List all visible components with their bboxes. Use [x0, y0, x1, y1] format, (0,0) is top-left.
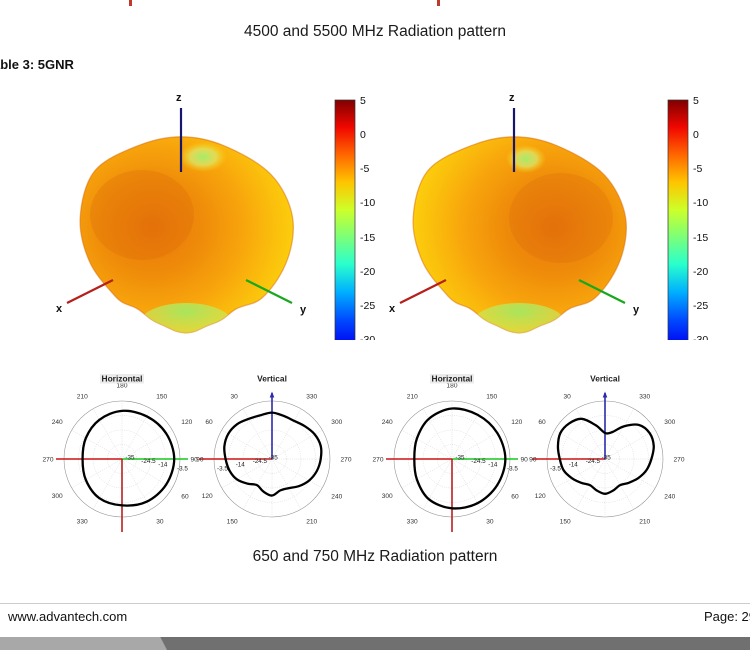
svg-text:Horizontal: Horizontal — [432, 374, 473, 384]
svg-text:Vertical: Vertical — [590, 374, 620, 384]
svg-text:330: 330 — [77, 518, 88, 525]
svg-text:-35: -35 — [269, 455, 279, 462]
svg-text:270: 270 — [42, 457, 53, 464]
svg-text:-14: -14 — [488, 462, 498, 469]
svg-text:300: 300 — [664, 419, 675, 426]
svg-text:270: 270 — [372, 457, 383, 464]
svg-text:330: 330 — [306, 394, 317, 401]
svg-text:30: 30 — [156, 518, 164, 525]
svg-text:210: 210 — [407, 394, 418, 401]
svg-text:-3.5: -3.5 — [550, 466, 561, 473]
svg-text:Horizontal: Horizontal — [102, 374, 143, 384]
svg-text:-3.5: -3.5 — [507, 466, 518, 473]
svg-text:60: 60 — [511, 493, 519, 500]
svg-text:210: 210 — [639, 518, 650, 525]
svg-text:60: 60 — [181, 493, 189, 500]
svg-text:210: 210 — [306, 518, 317, 525]
svg-text:-14: -14 — [236, 462, 246, 469]
svg-text:-24.5: -24.5 — [586, 458, 601, 465]
svg-text:-24.5: -24.5 — [141, 458, 156, 465]
svg-text:120: 120 — [181, 419, 192, 426]
svg-text:150: 150 — [227, 518, 238, 525]
svg-text:300: 300 — [331, 419, 342, 426]
svg-text:-3.5: -3.5 — [177, 466, 188, 473]
svg-text:-24.5: -24.5 — [471, 458, 486, 465]
svg-text:-35: -35 — [602, 455, 612, 462]
svg-text:330: 330 — [407, 518, 418, 525]
svg-text:30: 30 — [486, 518, 494, 525]
svg-text:270: 270 — [674, 457, 685, 464]
svg-text:-35: -35 — [455, 455, 465, 462]
svg-text:150: 150 — [156, 394, 167, 401]
svg-text:90: 90 — [529, 457, 537, 464]
svg-text:300: 300 — [382, 493, 393, 500]
svg-text:30: 30 — [230, 394, 238, 401]
svg-text:Vertical: Vertical — [257, 374, 287, 384]
svg-text:240: 240 — [331, 493, 342, 500]
svg-text:60: 60 — [205, 419, 213, 426]
svg-text:240: 240 — [52, 419, 63, 426]
svg-text:240: 240 — [382, 419, 393, 426]
svg-text:150: 150 — [486, 394, 497, 401]
svg-text:-24.5: -24.5 — [253, 458, 268, 465]
svg-text:120: 120 — [511, 419, 522, 426]
svg-text:90: 90 — [196, 457, 204, 464]
svg-text:-35: -35 — [125, 455, 135, 462]
svg-text:120: 120 — [535, 493, 546, 500]
svg-text:30: 30 — [563, 394, 571, 401]
svg-text:300: 300 — [52, 493, 63, 500]
svg-text:120: 120 — [202, 493, 213, 500]
svg-text:60: 60 — [538, 419, 546, 426]
svg-text:-3.5: -3.5 — [217, 466, 228, 473]
svg-text:-14: -14 — [569, 462, 579, 469]
svg-text:90: 90 — [521, 457, 529, 464]
svg-text:150: 150 — [560, 518, 571, 525]
svg-text:240: 240 — [664, 493, 675, 500]
svg-text:180: 180 — [446, 383, 457, 390]
svg-text:210: 210 — [77, 394, 88, 401]
svg-text:-14: -14 — [158, 462, 168, 469]
svg-text:330: 330 — [639, 394, 650, 401]
svg-text:270: 270 — [341, 457, 352, 464]
svg-text:180: 180 — [116, 383, 127, 390]
